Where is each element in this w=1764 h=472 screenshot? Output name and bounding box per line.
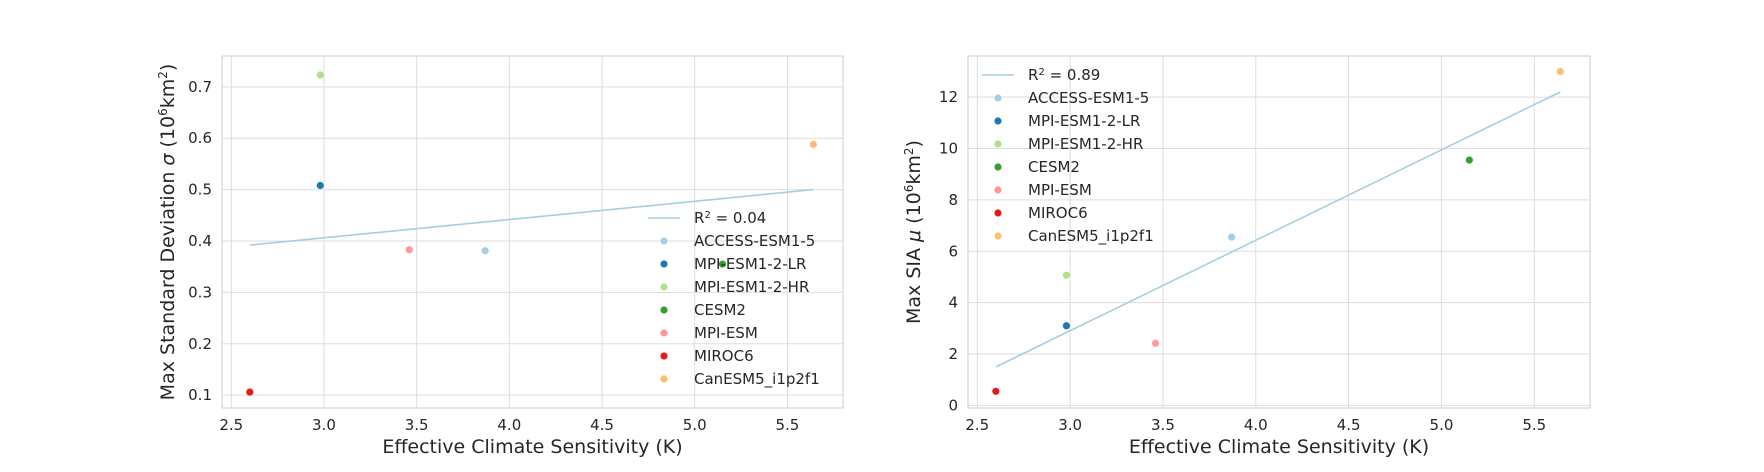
- legend-label: ACCESS-ESM1-5: [1028, 89, 1149, 107]
- legend-swatch: [660, 352, 668, 360]
- x-tick-label: 5.5: [775, 416, 799, 434]
- x-tick-label: 3.0: [1058, 416, 1082, 434]
- y-tick-label: 0.7: [188, 78, 212, 96]
- legend-label: ACCESS-ESM1-5: [694, 232, 815, 250]
- legend-swatch: [994, 232, 1002, 240]
- legend: R2 = 0.89 ACCESS-ESM1-5 MPI-ESM1-2-LR MPI-E…: [982, 66, 1154, 246]
- y-tick-label: 6: [948, 242, 958, 260]
- y-tick-label: 10: [939, 139, 958, 157]
- legend-fit-label: R2 = 0.04: [694, 209, 766, 227]
- legend-swatch: [994, 94, 1002, 102]
- legend-label: MPI-ESM: [1028, 181, 1092, 199]
- legend-fit-label: R2 = 0.89: [1028, 66, 1100, 84]
- y-axis-label: Max Standard Deviation σ (106km2): [156, 64, 179, 401]
- legend-label: CESM2: [1028, 158, 1080, 176]
- legend-label: MPI-ESM1-2-HR: [1028, 135, 1143, 153]
- x-tick-label: 3.5: [1151, 416, 1175, 434]
- legend-swatch: [994, 140, 1002, 148]
- legend-label: MPI-ESM: [694, 324, 758, 342]
- legend-label: MPI-ESM1-2-HR: [694, 278, 809, 296]
- legend-swatch: [660, 237, 668, 245]
- x-tick-label: 5.0: [683, 416, 707, 434]
- legend-label: CanESM5_i1p2f1: [694, 370, 820, 389]
- legend-swatch: [660, 329, 668, 337]
- point-miroc6: [992, 387, 1000, 395]
- legend-swatch: [994, 209, 1002, 217]
- point-mpi-esm: [405, 246, 413, 254]
- y-tick-label: 0: [948, 396, 958, 414]
- legend-swatch: [660, 283, 668, 291]
- point-miroc6: [246, 388, 254, 396]
- point-access-esm1-5: [1228, 233, 1236, 241]
- legend-label: CESM2: [694, 301, 746, 319]
- x-tick-label: 3.0: [312, 416, 336, 434]
- legend-swatch: [994, 186, 1002, 194]
- point-mpi-esm1-2-hr: [316, 71, 324, 79]
- legend-label: CanESM5_i1p2f1: [1028, 227, 1154, 246]
- y-tick-label: 2: [948, 345, 958, 363]
- x-tick-label: 2.5: [219, 416, 243, 434]
- x-axis-label: Effective Climate Sensitivity (K): [382, 436, 682, 458]
- y-tick-label: 0.2: [188, 335, 212, 353]
- point-cesm2: [1465, 156, 1473, 164]
- plot-area: [967, 55, 1591, 409]
- point-mpi-esm: [1151, 339, 1160, 347]
- x-tick-label: 5.0: [1430, 416, 1454, 434]
- x-tick-label: 4.0: [1244, 416, 1268, 434]
- plot-area: [221, 55, 844, 409]
- y-tick-label: 0.1: [188, 386, 212, 404]
- chart-2: 2.5 3.0 3.5 4.0 4.5 5.0 5.5 0 2 4 6 8 10 12 Effective …: [902, 55, 1591, 458]
- legend-swatch: [660, 260, 668, 268]
- fit-line: [995, 91, 1561, 368]
- point-mpi-esm1-2-lr: [316, 181, 324, 190]
- y-tick-label: 0.6: [188, 129, 212, 147]
- x-tick-label: 4.0: [497, 416, 521, 434]
- y-tick-label: 0.5: [188, 181, 212, 199]
- point-canesm5-i1p2f1: [1556, 67, 1564, 76]
- y-tick-label: 0.3: [188, 283, 212, 301]
- y-tick-label: 12: [939, 88, 958, 106]
- x-tick-label: 2.5: [965, 416, 989, 434]
- y-tick-label: 4: [948, 294, 958, 312]
- fit-line: [249, 188, 814, 246]
- point-mpi-esm1-2-lr: [1062, 322, 1071, 330]
- chart-1: 2.5 3.0 3.5 4.0 4.5 5.0 5.5 0.1 0.2 0.3 0.4 0.5 0.6 0…: [156, 55, 844, 458]
- legend-label: MIROC6: [694, 347, 754, 365]
- legend-label: MIROC6: [1028, 204, 1088, 222]
- x-tick-label: 4.5: [590, 416, 614, 434]
- legend-label: MPI-ESM1-2-LR: [1028, 112, 1140, 130]
- x-axis-label: Effective Climate Sensitivity (K): [1129, 436, 1429, 458]
- legend: R2 = 0.04 ACCESS-ESM1-5 MPI-ESM1-2-LR MPI-E…: [648, 209, 820, 389]
- y-tick-label: 0.4: [188, 232, 212, 250]
- x-tick-label: 5.5: [1522, 416, 1546, 434]
- point-mpi-esm1-2-hr: [1062, 271, 1071, 279]
- y-axis-label: Max SIA μ (106km2): [902, 140, 925, 324]
- y-tick-label: 8: [948, 191, 958, 209]
- legend-swatch: [660, 306, 668, 314]
- x-tick-label: 4.5: [1337, 416, 1361, 434]
- legend-swatch: [994, 163, 1002, 171]
- legend-swatch: [660, 375, 668, 383]
- legend-swatch: [994, 117, 1002, 125]
- point-canesm5-i1p2f1: [809, 140, 817, 148]
- point-cesm2: [718, 260, 727, 268]
- x-tick-label: 3.5: [405, 416, 429, 434]
- point-access-esm1-5: [481, 247, 489, 255]
- legend-label: MPI-ESM1-2-LR: [694, 255, 806, 273]
